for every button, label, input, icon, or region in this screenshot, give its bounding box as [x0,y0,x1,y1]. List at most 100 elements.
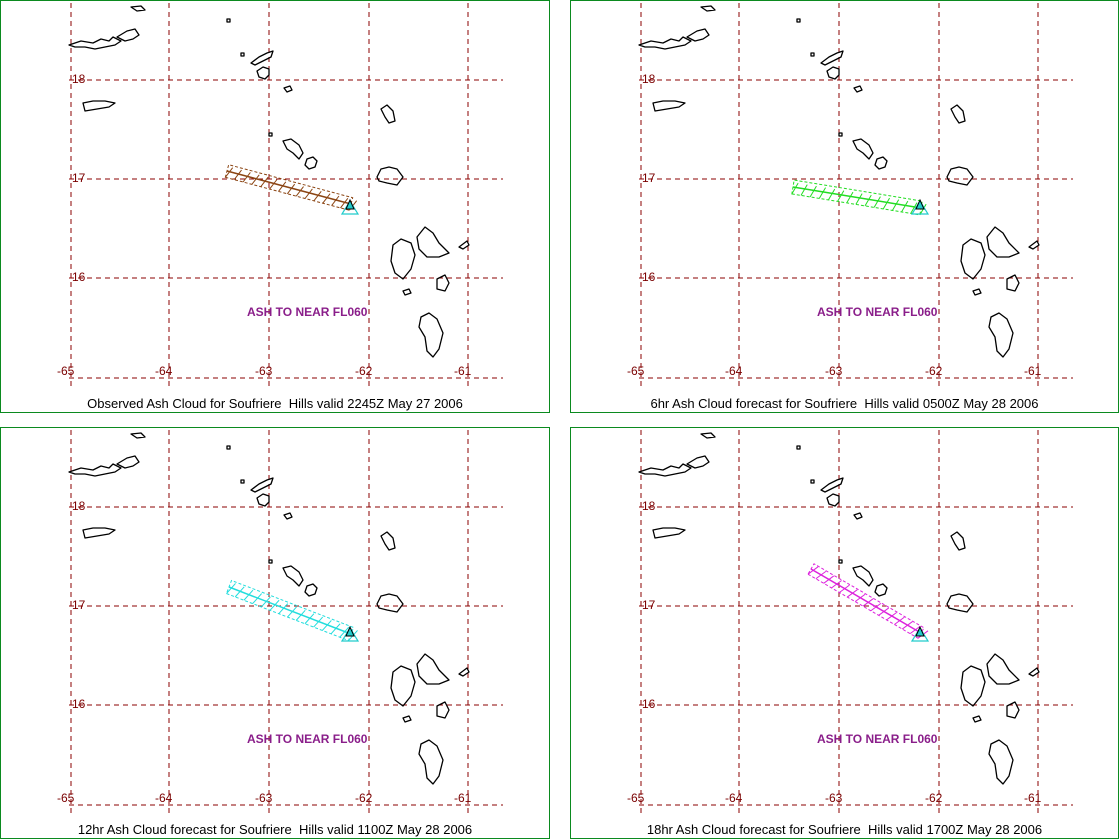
ash-height-annotation: ASH TO NEAR FL060 [247,305,368,319]
map-canvas: 18 17 16 -65 -64 -63 -62 -61 ASH TO NEAR FL060 [57,430,503,816]
coastline-virgin-islands-east [116,455,140,469]
latitude-label: 16 [72,270,86,284]
longitude-label: -65 [627,791,645,805]
coastline-guadeloupe-grande-terre [416,226,450,258]
coastline-barbuda [950,104,966,124]
latitude-label: 17 [642,171,656,185]
coastline-st-martin [256,66,270,80]
coastline-guadeloupe-basse-terre [390,665,416,707]
ash-cloud-polygon [225,579,358,642]
coastline-barbuda [950,531,966,551]
coastline-guadeloupe-grande-terre [986,226,1020,258]
map-canvas: 18 17 16 -65 -64 -63 -62 -61 ASH TO NEAR FL060 [627,3,1073,389]
coastline-st-kitts [282,138,304,160]
coastline-st-kitts [852,565,874,587]
coastline-st-martin [826,66,840,80]
map-canvas: 18 17 16 -65 -64 -63 -62 -61 ASH TO NEAR FL060 [627,430,1073,816]
coastline-st-barts [283,512,293,520]
latitude-label: 16 [642,270,656,284]
coastline-statia [838,132,843,137]
coastline-guadeloupe-basse-terre [960,665,986,707]
coastline-st-croix [82,527,116,539]
coastline-marie-galante [1006,701,1020,719]
coastline-anegada [130,5,146,12]
map-panel-observed: 18 17 16 -65 -64 -63 -62 -61 ASH TO NEAR FL060 O… [0,0,550,413]
longitude-label: -62 [355,791,373,805]
coastline-guadeloupe-grande-terre [416,653,450,685]
ash-height-annotation: ASH TO NEAR FL060 [817,732,938,746]
coastline-dominica [988,312,1014,358]
longitude-label: -65 [57,791,75,805]
coastline-statia [268,559,273,564]
panel-caption: 6hr Ash Cloud forecast for Soufriere Hil… [650,396,1039,411]
volcano-marker-icon [340,625,360,642]
coastline-virgin-islands-east [686,455,710,469]
coastline-st-barts [853,512,863,520]
ash-cloud-polygon [791,179,927,216]
coastline-guadeloupe-basse-terre [390,238,416,280]
longitude-label: -63 [825,791,843,805]
coastline-barbuda [380,104,396,124]
coastline-statia [838,559,843,564]
latitude-label: 18 [72,499,86,513]
volcano-marker-icon [910,198,930,215]
coastline-marie-galante [1006,274,1020,292]
coastline-st-croix [652,100,686,112]
latitude-label: 17 [642,598,656,612]
coastline-st-kitts [852,138,874,160]
coastline-les-saintes [972,715,982,723]
longitude-label: -63 [825,364,843,378]
coastline-st-croix [82,100,116,112]
coastline-st-kitts [282,565,304,587]
coastline-anguilla [250,50,274,66]
coastline-sombrero [226,445,231,450]
coastline-sombrero [796,18,801,23]
ash-cloud-polygon [224,164,358,211]
coastline-barbuda [380,531,396,551]
longitude-label: -65 [627,364,645,378]
coastline-anguilla [820,477,844,493]
latitude-label: 17 [72,598,86,612]
coastline-les-saintes [402,715,412,723]
longitude-label: -63 [255,364,273,378]
latitude-label: 18 [72,72,86,86]
longitude-label: -64 [725,791,743,805]
longitude-label: -62 [355,364,373,378]
longitude-label: -64 [725,364,743,378]
coastline-anguilla [820,50,844,66]
coastline-st-barts [853,85,863,93]
ash-cloud-polygon [807,563,929,639]
coastline-guadeloupe-basse-terre [960,238,986,280]
coastline-marie-galante [436,701,450,719]
coastline-saba [240,479,245,484]
map-canvas: 18 17 16 -65 -64 -63 -62 -61 ASH TO NEAR FL060 [57,3,503,389]
longitude-label: -62 [925,364,943,378]
longitude-label: -61 [1024,791,1042,805]
coastline-nevis [304,156,318,170]
coastline-nevis [874,156,888,170]
longitude-label: -62 [925,791,943,805]
longitude-label: -64 [155,791,173,805]
coastline-dominica [418,739,444,785]
latitude-label: 16 [642,697,656,711]
coastline-saba [810,479,815,484]
latitude-label: 16 [72,697,86,711]
coastline-sombrero [226,18,231,23]
coastline-virgin-islands-west [68,463,122,477]
coastline-nevis [304,583,318,597]
map-panel-12hr-forecast: 18 17 16 -65 -64 -63 -62 -61 ASH TO NEAR FL060 1… [0,427,550,839]
coastline-desirade [458,667,470,677]
coastline-antigua [376,593,404,613]
latitude-label: 18 [642,72,656,86]
panel-caption: 12hr Ash Cloud forecast for Soufriere Hi… [77,822,473,837]
coastline-virgin-islands-east [116,28,140,42]
coastline-st-barts [283,85,293,93]
panel-caption: Observed Ash Cloud for Soufriere Hills v… [87,396,463,411]
map-panel-6hr-forecast: 18 17 16 -65 -64 -63 -62 -61 ASH TO NEAR FL060 6… [570,0,1119,413]
coastline-dominica [418,312,444,358]
longitude-label: -65 [57,364,75,378]
volcano-marker-icon [340,198,360,215]
coastline-anegada [700,432,716,439]
longitude-label: -61 [454,364,472,378]
coastline-dominica [988,739,1014,785]
